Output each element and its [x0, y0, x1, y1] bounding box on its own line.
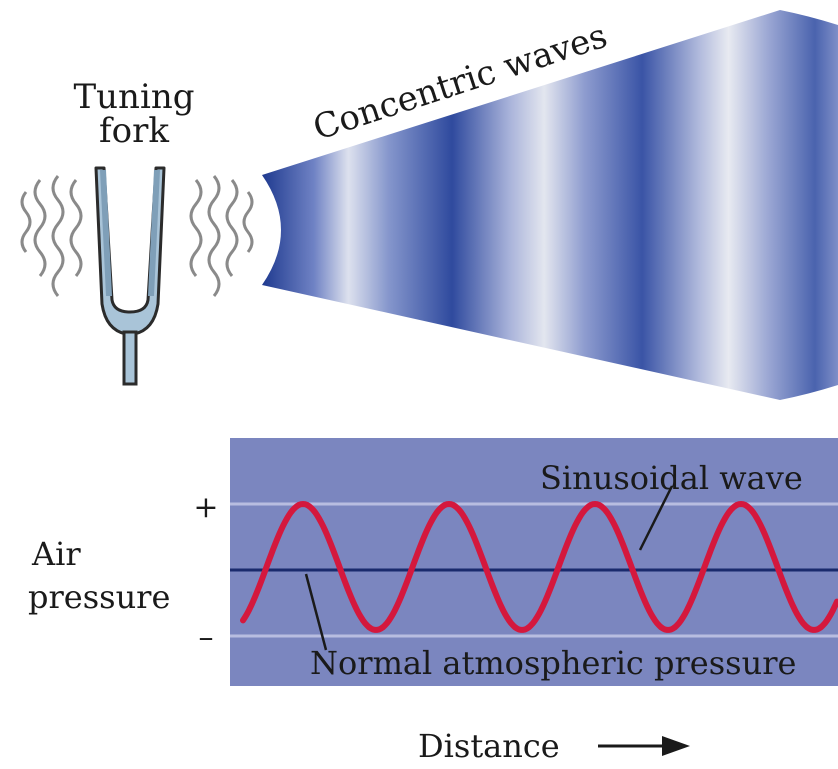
- vibration-lines-left: [20, 175, 83, 297]
- x-axis-label: Distance: [418, 727, 560, 765]
- minus-sign: –: [199, 620, 214, 655]
- tuning-fork: Tuning fork: [20, 77, 254, 386]
- wave-cone: [262, 10, 838, 400]
- plus-sign: +: [193, 490, 218, 525]
- fork-prong-shade-right: [148, 170, 160, 296]
- fork-prong-shade-left: [100, 170, 112, 296]
- wave-label: Sinusoidal wave: [540, 459, 803, 497]
- vibration-lines-right: [189, 175, 254, 297]
- pressure-graph: Sinusoidal wave Normal atmospheric press…: [28, 438, 838, 765]
- y-axis-label-line2: pressure: [28, 578, 170, 616]
- fork-handle: [122, 330, 138, 386]
- baseline-callout-line: [304, 573, 328, 651]
- sinusoidal-wave: [240, 500, 838, 633]
- fork-label-line1: Tuning: [73, 77, 194, 117]
- graph-panel: [230, 438, 838, 686]
- fork-label-line2: fork: [99, 111, 169, 151]
- concentric-waves: Concentric waves: [262, 10, 838, 400]
- arrow-right-icon: [598, 736, 690, 756]
- wave-callout-line: [638, 485, 674, 551]
- baseline-label: Normal atmospheric pressure: [310, 644, 796, 682]
- y-axis-label-line1: Air: [31, 535, 81, 573]
